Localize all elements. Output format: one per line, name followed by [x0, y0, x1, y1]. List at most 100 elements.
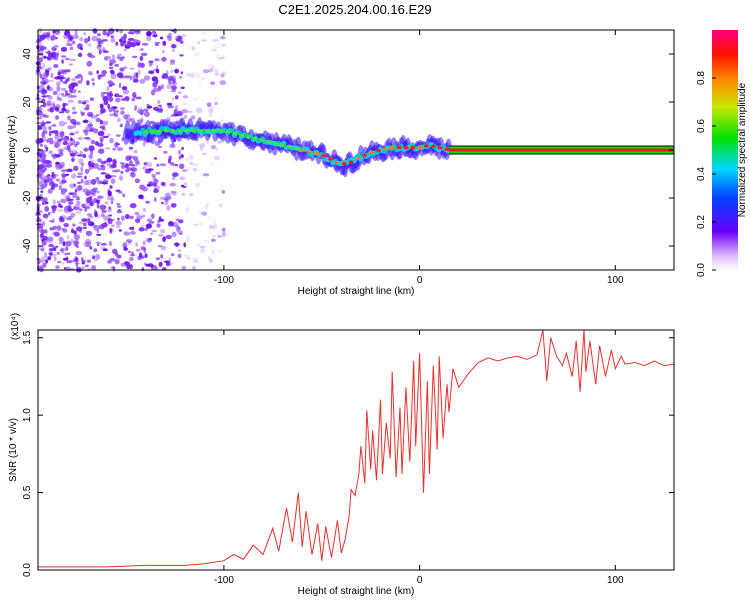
snr-x-label: Height of straight line (km): [298, 586, 415, 597]
spectrum-point: [62, 94, 68, 98]
spectrum-point: [98, 148, 105, 154]
spectrum-point: [40, 256, 46, 263]
ridge-peak: [177, 129, 183, 133]
y-tick-label: 20: [22, 96, 33, 108]
spectrum-point: [134, 104, 138, 110]
spectrum-point: [101, 181, 108, 185]
spectrum-point: [47, 137, 54, 142]
spectrum-point: [54, 104, 61, 110]
spectrum-point: [210, 81, 216, 85]
spectrum-point: [126, 264, 131, 270]
x-tick-label: -100: [214, 575, 234, 586]
spectrum-point: [208, 112, 213, 118]
spectrum-point: [159, 163, 167, 167]
ridge-peak: [232, 131, 238, 135]
spectrum-point: [56, 252, 60, 255]
spectrum-point: [112, 147, 116, 151]
spectrum-point: [104, 174, 112, 179]
spectrum-point: [36, 38, 43, 43]
spectrum-point: [71, 192, 78, 199]
spectrum-point: [91, 178, 97, 185]
spectrum-point: [84, 168, 90, 174]
spectrum-point: [71, 157, 75, 163]
spectrum-point: [107, 133, 111, 136]
spectrum-point: [74, 143, 78, 148]
spectrum-point: [77, 80, 83, 84]
spectrum-point: [216, 53, 220, 59]
spectrum-point: [168, 158, 171, 164]
spectrogram-panel: -100 0 100 -40 -20 0 20 40 Height of straight …: [7, 27, 675, 297]
spectrum-point: [153, 157, 158, 160]
spectrum-point: [45, 69, 50, 76]
spectrum-point: [47, 174, 51, 177]
spectrum-point: [92, 82, 95, 86]
spectrum-point: [97, 158, 102, 163]
spectrum-point: [77, 184, 83, 191]
spectrum-point: [39, 84, 45, 91]
spectrum-point: [58, 203, 62, 208]
spectrum-point: [156, 68, 160, 74]
spectrum-point: [51, 209, 56, 214]
spectrum-point: [176, 230, 184, 234]
ridge-peak: [417, 146, 422, 150]
spectrum-point: [142, 141, 146, 147]
spectrum-point: [151, 31, 156, 34]
spectrum-point: [130, 253, 136, 257]
spectrum-point: [142, 214, 146, 218]
spectrum-point: [105, 223, 109, 226]
spectrum-point: [209, 162, 214, 167]
spectrum-point: [175, 37, 182, 42]
spectrum-point: [212, 219, 217, 226]
spectrum-point: [106, 86, 110, 92]
spectrum-point: [47, 178, 54, 182]
spectrum-point: [72, 123, 77, 129]
spectrum-point: [102, 120, 109, 126]
spectrum-point: [45, 160, 52, 164]
spectrum-point: [162, 40, 167, 47]
spectrum-point: [199, 143, 206, 148]
spectrum-point: [115, 41, 119, 46]
spectrum-point: [74, 130, 80, 134]
spectrum-point: [92, 189, 98, 193]
spectrum-point: [139, 79, 146, 84]
spectrum-point: [199, 245, 206, 248]
spectrum-point: [92, 255, 95, 260]
spectrum-point: [79, 208, 83, 212]
spectrum-point: [110, 73, 117, 80]
spectrum-point: [54, 131, 59, 136]
spectrum-point: [62, 241, 66, 247]
spectrum-point: [83, 107, 90, 111]
spectrum-point: [134, 178, 141, 184]
spectrum-point: [170, 69, 174, 74]
spectrum-point: [160, 245, 167, 251]
spectrum-point: [52, 90, 58, 96]
spectrogram-x-label: Height of straight line (km): [298, 286, 415, 297]
spectrum-point: [164, 192, 171, 198]
spectrum-point: [159, 196, 167, 201]
spectrum-point: [48, 150, 53, 155]
spectrum-point: [82, 100, 90, 103]
spectrum-point: [45, 51, 50, 54]
spectrum-point: [188, 154, 194, 160]
spectrum-point: [110, 178, 116, 185]
spectrum-point: [89, 201, 94, 207]
spectrum-point: [151, 213, 155, 220]
spectrum-point: [45, 139, 49, 143]
spectrum-point: [131, 97, 136, 102]
spectrum-point: [75, 185, 82, 192]
spectrum-point: [212, 234, 216, 238]
spectrum-point: [171, 97, 175, 101]
spectrum-point: [64, 194, 71, 200]
spectrum-point: [58, 138, 62, 142]
spectrum-point: [115, 225, 121, 228]
spectrum-point: [110, 108, 114, 112]
spectrum-point: [157, 104, 161, 107]
spectrum-point: [65, 93, 71, 96]
spectrum-point: [43, 251, 48, 258]
spectrum-point: [39, 73, 43, 79]
spectrum-point: [96, 180, 102, 185]
spectrum-point: [77, 90, 81, 93]
spectrum-point: [128, 257, 134, 262]
spectrum-point: [63, 69, 71, 73]
spectrum-point: [55, 265, 60, 270]
